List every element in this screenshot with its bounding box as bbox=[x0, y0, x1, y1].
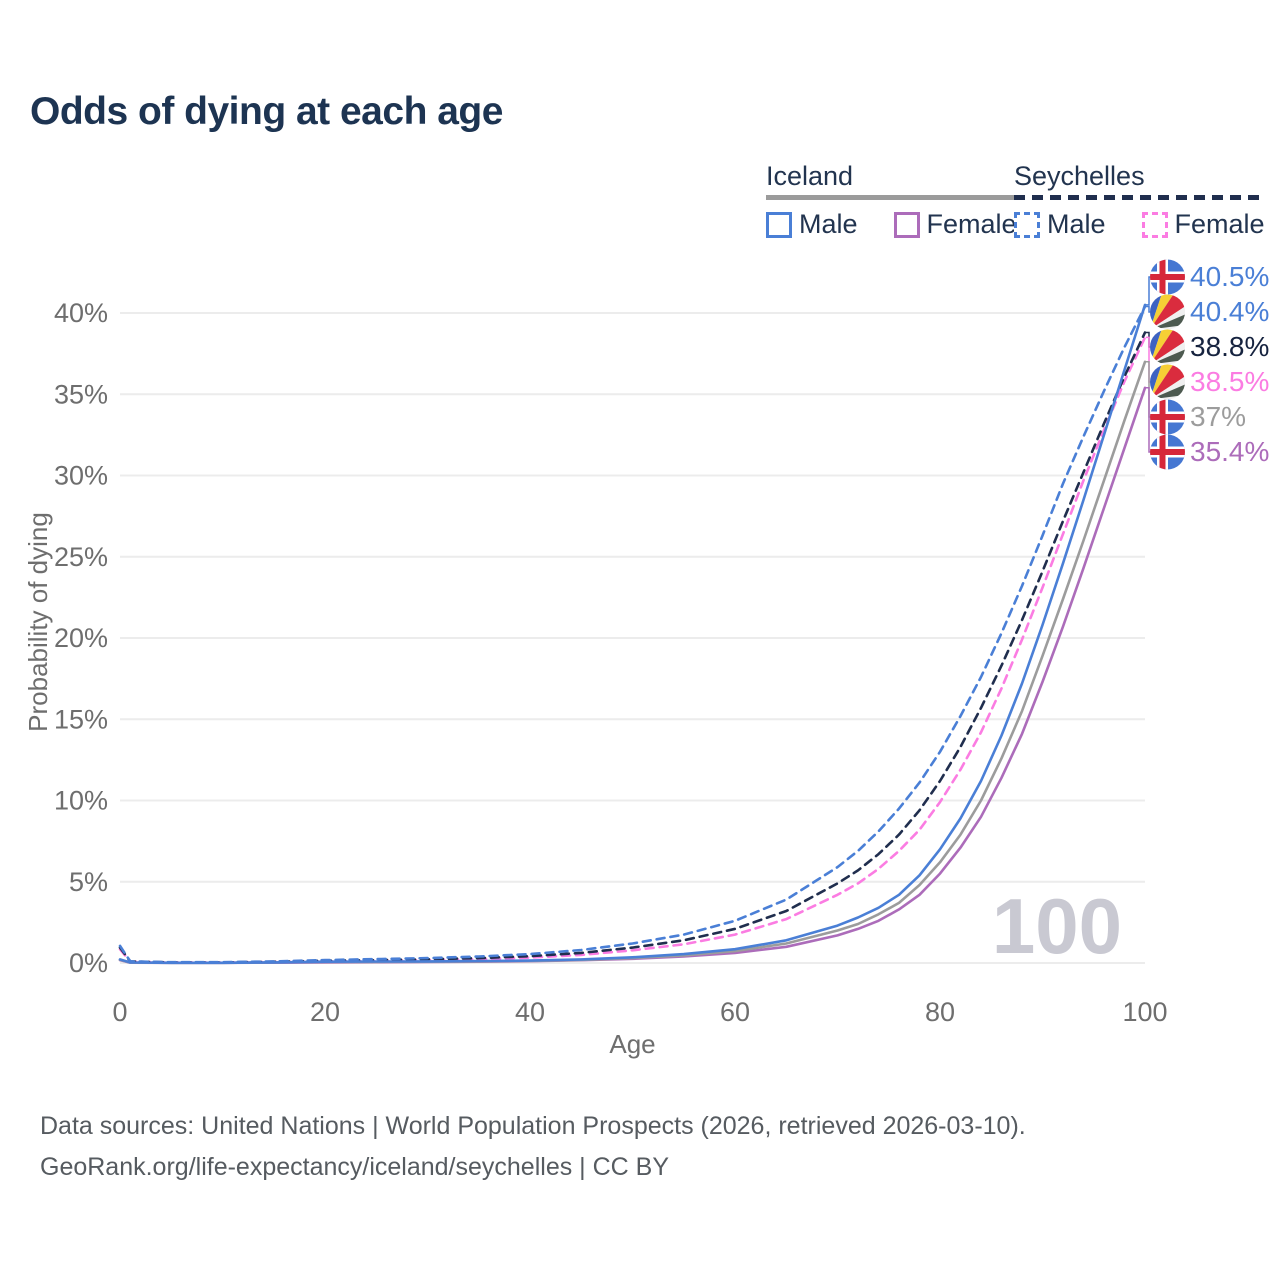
iceland-female-swatch bbox=[893, 211, 920, 238]
watermark-age-100: 100 bbox=[992, 882, 1122, 970]
x-tick-80: 80 bbox=[925, 997, 955, 1027]
legend-item-label: Female bbox=[1174, 209, 1265, 239]
page-title: Odds of dying at each age bbox=[30, 90, 503, 133]
end-value-label-iceland-female: 35.4% bbox=[1190, 436, 1269, 467]
iceland-flag-icon bbox=[1150, 399, 1185, 435]
seychelles-line-style-swatch bbox=[1014, 195, 1265, 200]
y-tick-0%: 0% bbox=[69, 948, 108, 978]
attribution-text: GeoRank.org/life-expectancy/iceland/seyc… bbox=[40, 1153, 670, 1181]
series-line-seychelles-both[interactable] bbox=[118, 331, 1147, 964]
legend-item-iceland-male[interactable]: Male bbox=[766, 209, 858, 240]
series-line-iceland-male[interactable] bbox=[118, 303, 1147, 965]
y-tick-5%: 5% bbox=[69, 867, 108, 897]
series-line-iceland-both[interactable] bbox=[118, 360, 1147, 965]
legend-item-label: Male bbox=[1047, 209, 1106, 239]
legend-item-seychelles-female[interactable]: Female bbox=[1141, 209, 1265, 240]
seychelles-flag-icon bbox=[1150, 294, 1185, 330]
x-axis-title: Age bbox=[609, 1029, 655, 1059]
y-tick-10%: 10% bbox=[54, 786, 108, 816]
seychelles-female-swatch bbox=[1141, 211, 1168, 238]
label-leader-line bbox=[1146, 276, 1151, 306]
seychelles-male-swatch bbox=[1014, 211, 1040, 238]
legend-country-label-seychelles: Seychelles bbox=[1014, 161, 1145, 191]
x-tick-20: 20 bbox=[310, 997, 340, 1027]
seychelles-flag-icon bbox=[1150, 364, 1185, 400]
x-tick-60: 60 bbox=[720, 997, 750, 1027]
legend-item-iceland-female[interactable]: Female bbox=[893, 209, 1017, 240]
legend-group-iceland: Iceland Male Female bbox=[766, 161, 1017, 240]
series-line-seychelles-male[interactable] bbox=[118, 305, 1147, 964]
end-value-label-seychelles-female: 38.5% bbox=[1190, 366, 1269, 397]
legend-item-seychelles-male[interactable]: Male bbox=[1014, 209, 1106, 240]
y-tick-40%: 40% bbox=[54, 298, 108, 328]
iceland-line-style-swatch bbox=[766, 195, 1017, 200]
iceland-flag-icon bbox=[1150, 259, 1185, 295]
y-tick-30%: 30% bbox=[54, 461, 108, 491]
seychelles-flag-icon bbox=[1150, 329, 1185, 365]
end-value-label-seychelles-male: 40.4% bbox=[1190, 296, 1269, 327]
legend-item-label: Male bbox=[799, 209, 858, 239]
data-sources-text: Data sources: United Nations | World Pop… bbox=[40, 1112, 1026, 1140]
y-tick-15%: 15% bbox=[54, 704, 108, 734]
series-line-iceland-female[interactable] bbox=[118, 386, 1147, 965]
chart-footer: Data sources: United Nations | World Pop… bbox=[40, 1106, 1026, 1188]
y-axis-title: Probability of dying bbox=[23, 512, 53, 732]
y-tick-35%: 35% bbox=[54, 379, 108, 409]
y-tick-25%: 25% bbox=[54, 542, 108, 572]
mortality-line-chart: 0% 5% 10% 15% 20% 25% 30% 35% 40% 0 20 40 60 80 100 Age… bbox=[23, 259, 1269, 1059]
series-line-seychelles-female[interactable] bbox=[118, 336, 1147, 964]
y-tick-20%: 20% bbox=[54, 623, 108, 653]
end-value-label-iceland-male: 40.5% bbox=[1190, 261, 1269, 292]
x-tick-100: 100 bbox=[1122, 997, 1167, 1027]
iceland-male-swatch bbox=[766, 211, 792, 238]
x-tick-40: 40 bbox=[515, 997, 545, 1027]
end-value-label-iceland-both: 37% bbox=[1190, 401, 1246, 432]
legend-group-seychelles: Seychelles Male Female bbox=[1014, 161, 1265, 240]
end-value-label-seychelles-both: 38.8% bbox=[1190, 331, 1269, 362]
iceland-flag-icon bbox=[1150, 434, 1185, 470]
legend-country-label-iceland: Iceland bbox=[766, 161, 854, 191]
x-tick-0: 0 bbox=[112, 997, 127, 1027]
legend-item-label: Female bbox=[926, 209, 1017, 239]
